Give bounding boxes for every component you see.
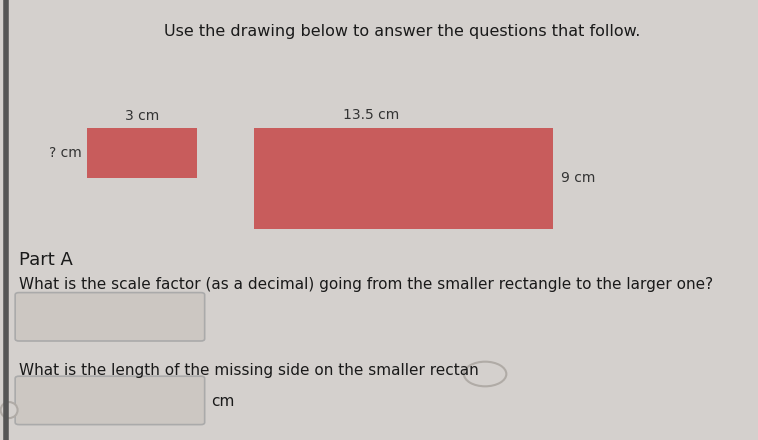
Bar (254, 128, 553, 229)
FancyBboxPatch shape (15, 293, 205, 341)
Text: Part A: Part A (19, 251, 73, 269)
Text: 9 cm: 9 cm (561, 171, 595, 185)
Ellipse shape (1, 402, 17, 418)
Text: 3 cm: 3 cm (125, 109, 160, 123)
FancyBboxPatch shape (15, 376, 205, 425)
Text: cm: cm (211, 394, 234, 409)
Text: ? cm: ? cm (49, 146, 82, 160)
Text: 13.5 cm: 13.5 cm (343, 108, 399, 122)
Text: What is the length of the missing side on the smaller rectan: What is the length of the missing side o… (19, 363, 479, 378)
Text: Use the drawing below to answer the questions that follow.: Use the drawing below to answer the ques… (164, 24, 640, 39)
Bar (87, 128, 197, 178)
Text: What is the scale factor (as a decimal) going from the smaller rectangle to the : What is the scale factor (as a decimal) … (19, 277, 713, 292)
Circle shape (464, 362, 506, 386)
